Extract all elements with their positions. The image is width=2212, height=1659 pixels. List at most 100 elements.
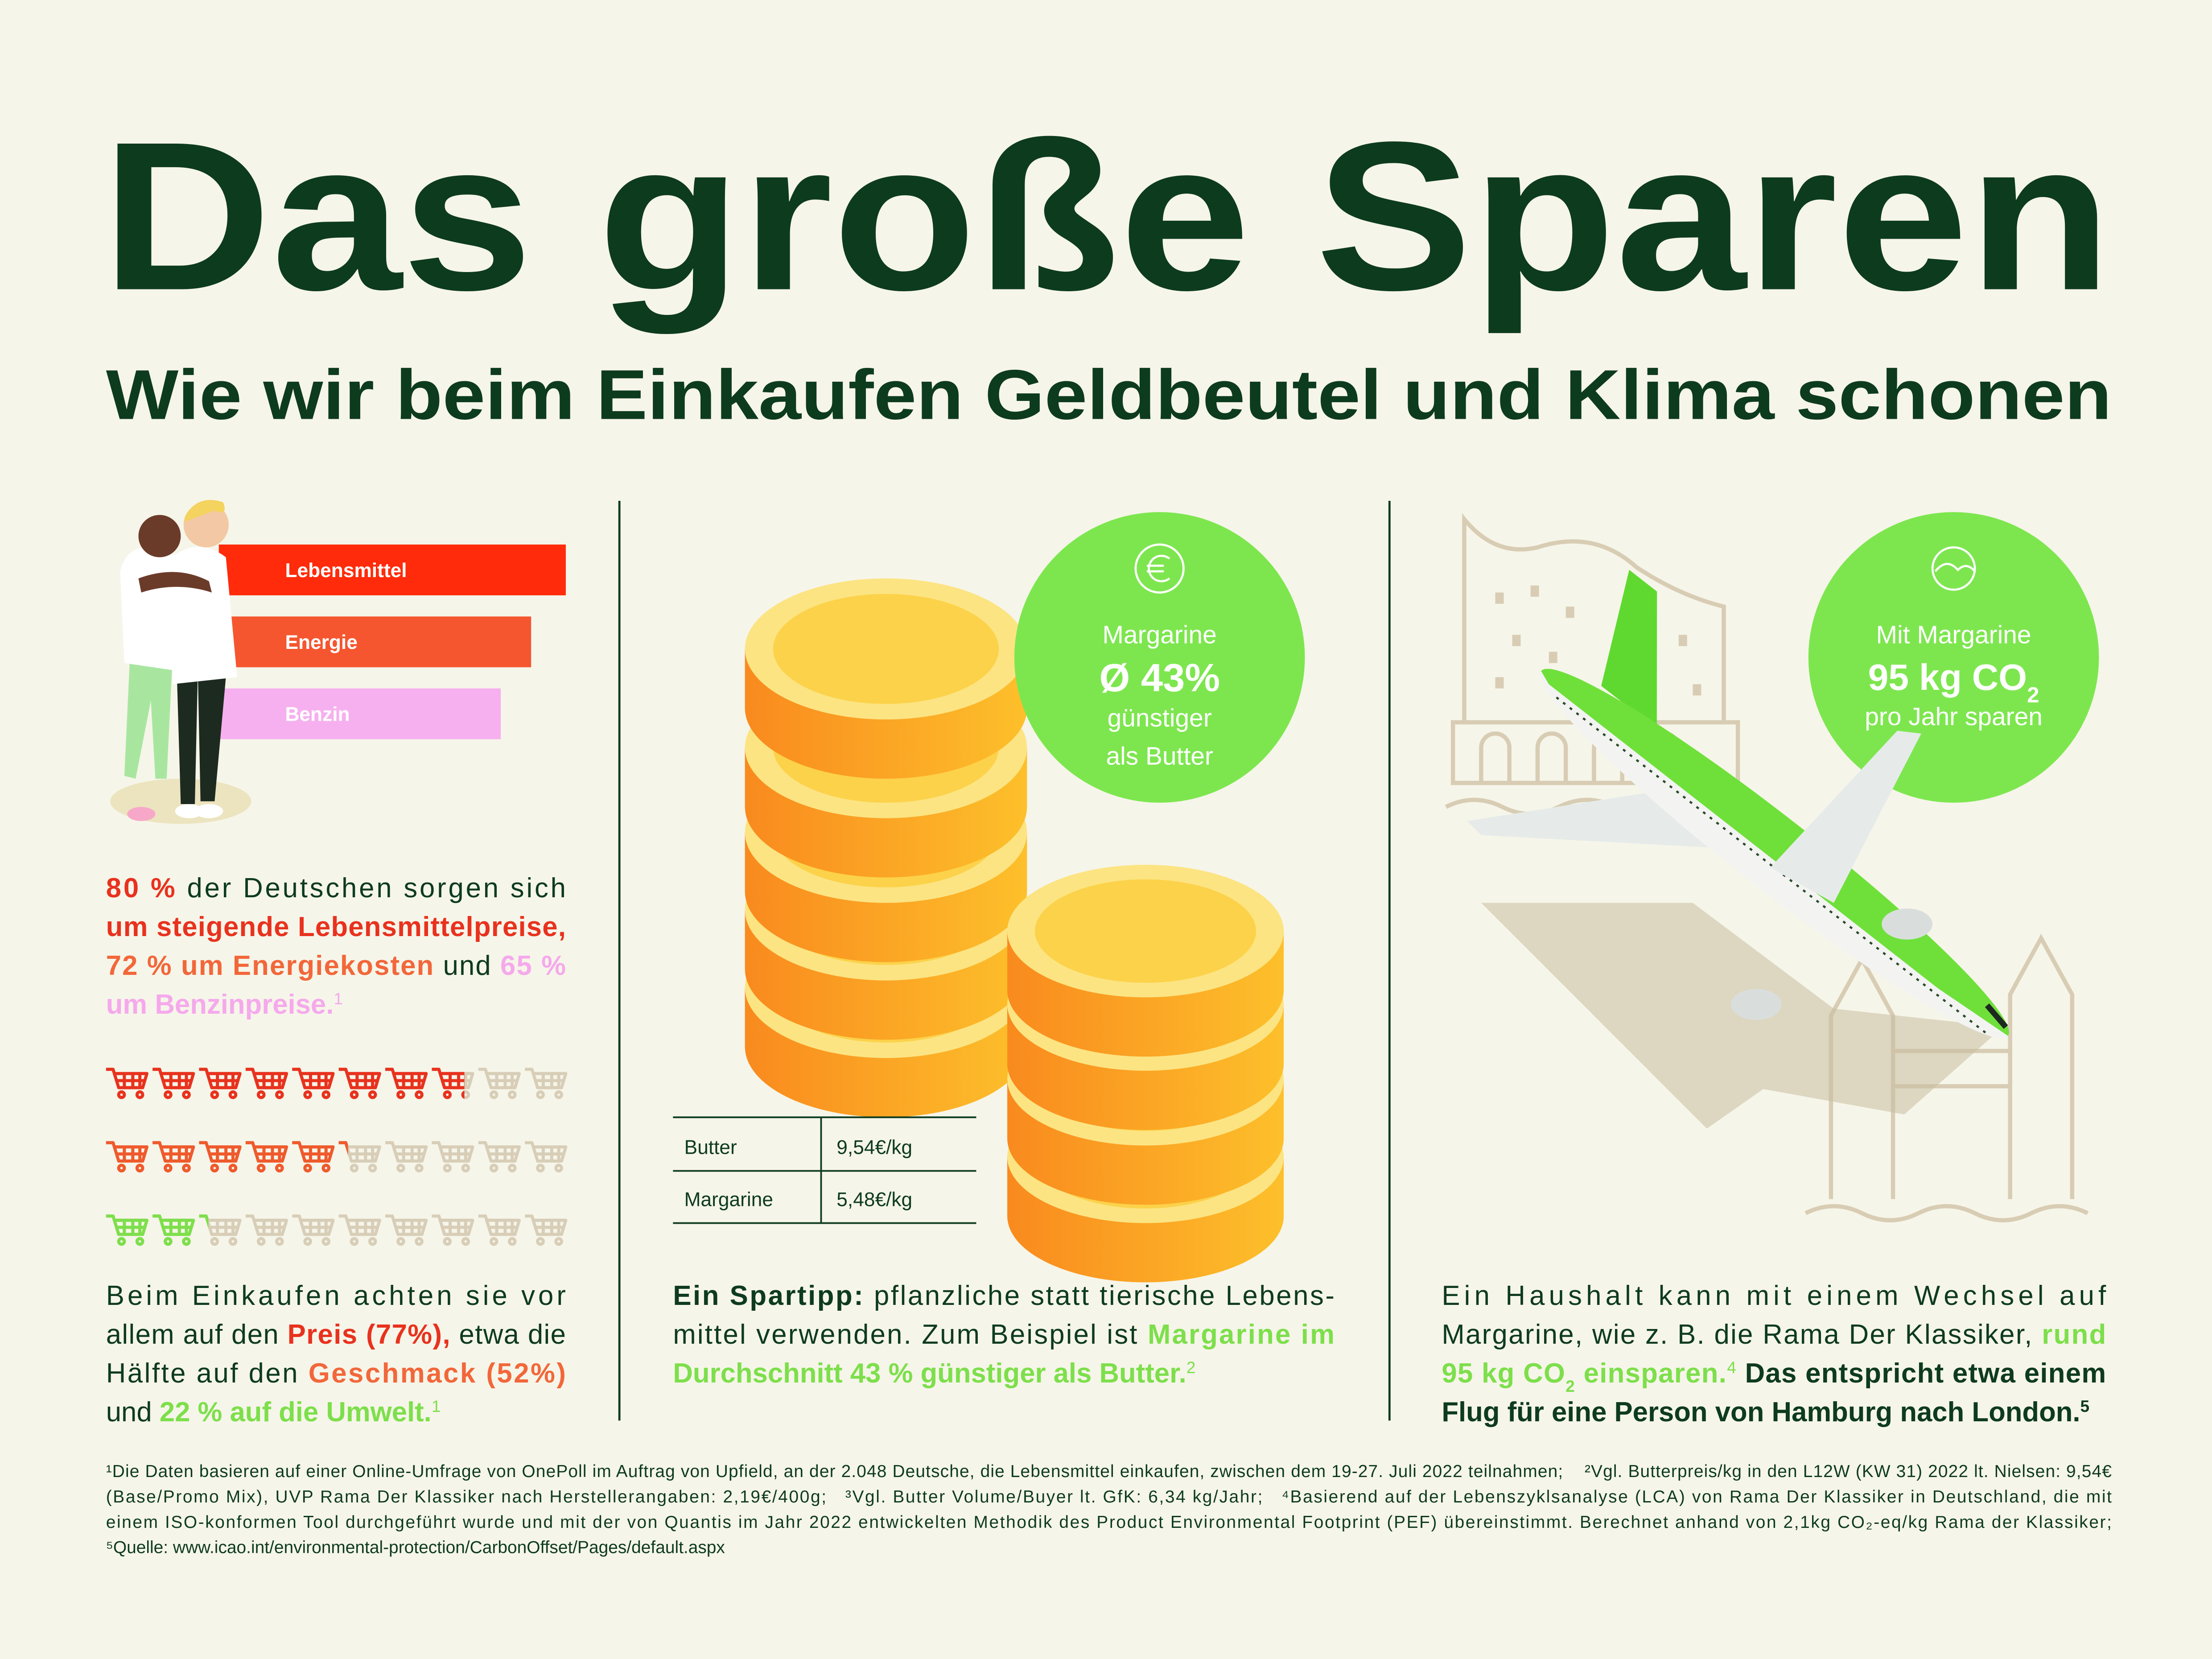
table-cell: Margarine: [684, 1189, 773, 1211]
cart-wheel: [368, 1164, 377, 1172]
cart-wheel: [117, 1237, 126, 1246]
text-segment: Das entspricht etwa einem: [1737, 1358, 2106, 1389]
cart-icon: [292, 1214, 335, 1246]
text-segment: Beim Einkaufen achten sie vor: [106, 1280, 566, 1311]
cart-body: [199, 1214, 242, 1236]
cart-icon: [385, 1141, 428, 1172]
table-cell: 9,54€/kg: [836, 1137, 912, 1159]
cart-wheel: [256, 1237, 266, 1246]
cart-icon: [106, 1214, 148, 1246]
cart-wheel: [256, 1164, 266, 1172]
text-segment: mittel verwenden. Zum Beispiel ist: [673, 1319, 1146, 1350]
cart-wheel: [554, 1237, 563, 1246]
cart-body: [152, 1214, 195, 1236]
cart-icon: [199, 1141, 242, 1172]
cart-body: [385, 1068, 428, 1089]
text-segment: günstiger: [1108, 704, 1212, 732]
text-segment: Durchschnitt 43 % günstiger als Butter.: [673, 1358, 1186, 1389]
text-segment: um Benzinpreise.: [106, 989, 334, 1020]
text-segment: Flug für eine Person von Hamburg nach Lo…: [1442, 1397, 2080, 1428]
cart-wheel: [256, 1090, 266, 1099]
text-segment: 1: [334, 989, 343, 1008]
cart-body: [292, 1141, 335, 1163]
cart-body: [525, 1068, 568, 1089]
text-segment: Ø 43%: [1099, 656, 1220, 700]
pictogram-row: [106, 1068, 465, 1099]
cart-wheel: [117, 1164, 126, 1172]
cart-icon: [432, 1141, 474, 1172]
bar-label: Lebensmittel: [285, 560, 407, 582]
cart-icon: [199, 1068, 242, 1099]
cart-icon: [152, 1068, 195, 1099]
text-line: pro Jahr sparen: [1865, 702, 2043, 731]
cart-wheel: [303, 1237, 312, 1246]
text-segment: Ein Spartipp:: [673, 1280, 863, 1311]
text-line: günstiger: [1108, 704, 1212, 732]
cart-wheel: [210, 1090, 219, 1099]
text-segment: und: [434, 950, 499, 981]
cart-wheel: [303, 1164, 312, 1172]
cart-icon: [245, 1141, 288, 1172]
cart-wheel: [321, 1164, 331, 1172]
text-segment: 5: [2080, 1397, 2090, 1416]
text-segment: 2: [1565, 1377, 1575, 1395]
cart-icon: [292, 1068, 335, 1099]
subtitle: Wie wir beim Einkaufen Geldbeutel und Kl…: [106, 355, 2112, 434]
cart-body: [432, 1214, 474, 1236]
euro-icon: [1134, 543, 1185, 594]
cart-body: [525, 1141, 568, 1163]
cart-wheel: [554, 1164, 563, 1172]
cart-wheel: [182, 1237, 191, 1246]
cart-wheel: [396, 1164, 405, 1172]
cart-body: [199, 1068, 242, 1089]
text-line: Hälfte auf den Geschmack (52%): [106, 1358, 566, 1389]
cart-wheel: [350, 1237, 359, 1246]
badge-circle: [1014, 512, 1305, 803]
text-segment: etwa die: [451, 1319, 566, 1350]
cart-wheel: [489, 1164, 498, 1172]
footnote: ¹Die Daten basieren auf einer Online-Umf…: [106, 1462, 2112, 1481]
text-segment: einsparen.: [1575, 1358, 1726, 1389]
cart-wheel: [321, 1090, 331, 1099]
cart-wheel: [368, 1090, 377, 1099]
text-line: Durchschnitt 43 % günstiger als Butter.2: [673, 1358, 1195, 1389]
pictogram-row: [106, 1141, 348, 1172]
cart-body: [432, 1068, 465, 1089]
cart-wheel: [443, 1164, 452, 1172]
cart-icon: [478, 1214, 521, 1246]
cart-wheel: [507, 1237, 517, 1246]
text-segment: Ein Haushalt kann mit einem Wechsel auf: [1442, 1280, 2106, 1311]
cart-wheel: [228, 1164, 238, 1172]
cart-wheel: [415, 1090, 424, 1099]
cart-wheel: [461, 1237, 470, 1246]
bar: [218, 616, 531, 668]
cart-body: [199, 1141, 242, 1163]
cart-wheel: [275, 1237, 284, 1246]
text-segment: Hälfte auf den: [106, 1358, 307, 1389]
cart-wheel: [536, 1237, 545, 1246]
cart-icon: [106, 1068, 148, 1099]
text-segment: 80 %: [106, 873, 175, 904]
cart-wheel: [461, 1090, 465, 1099]
table-cell: Butter: [684, 1137, 737, 1159]
text-segment: 4: [1727, 1358, 1736, 1377]
text-line: 72 % um Energiekosten und 65 %: [106, 950, 566, 981]
text-segment: Margarine, wie z. B. die Rama Der Klassi…: [1442, 1319, 2041, 1350]
cart-wheel: [135, 1164, 144, 1172]
cart-wheel: [350, 1090, 359, 1099]
text-segment: 65 %: [500, 950, 566, 981]
cart-icon: [292, 1141, 335, 1172]
text-segment: Geschmack (52%): [309, 1358, 566, 1389]
cart-icon: [432, 1214, 474, 1246]
cart-icon: [338, 1214, 381, 1246]
text-line: und 22 % auf die Umwelt.1: [106, 1397, 441, 1428]
cart-icon: [525, 1214, 568, 1246]
cart-wheel: [554, 1090, 563, 1099]
plane-illustration: [1467, 570, 2009, 1038]
cart-wheel: [350, 1164, 359, 1172]
cart-wheel: [443, 1090, 452, 1099]
cart-body: [106, 1214, 148, 1236]
coins-illustration: [745, 578, 1284, 1283]
